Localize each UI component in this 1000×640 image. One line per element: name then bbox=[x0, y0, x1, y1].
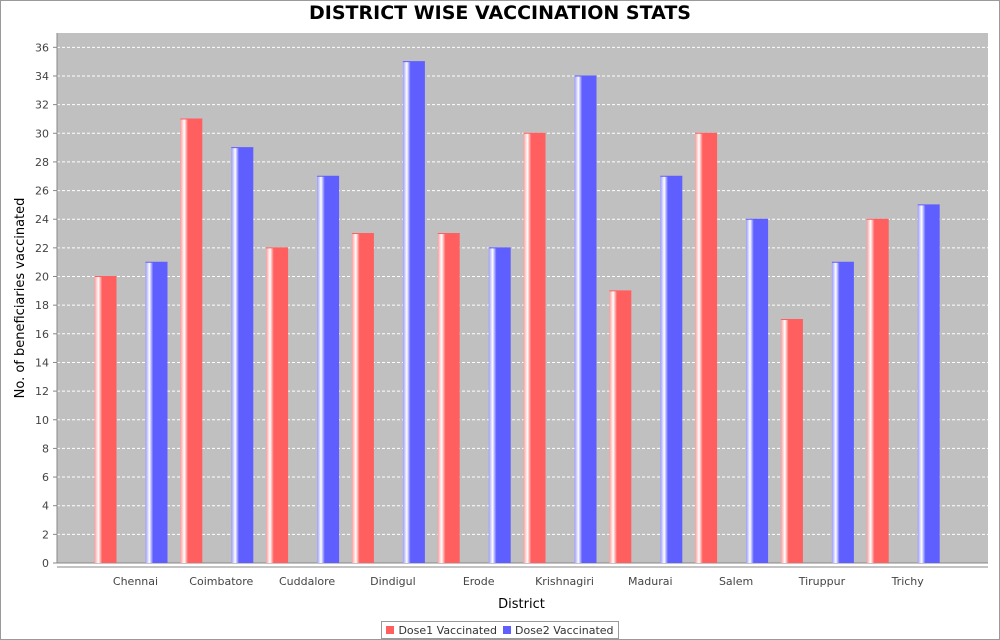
legend-swatch bbox=[386, 626, 395, 634]
y-tick-label: 22 bbox=[35, 242, 49, 255]
bar-dose1 bbox=[780, 319, 803, 563]
y-tick-label: 30 bbox=[35, 127, 49, 140]
bar-dose1 bbox=[866, 219, 889, 563]
legend-box: Dose1 Vaccinated Dose2 Vaccinated bbox=[381, 621, 619, 639]
x-category-label: Cuddalore bbox=[279, 575, 335, 588]
y-tick-label: 16 bbox=[35, 328, 49, 341]
x-axis-title: District bbox=[498, 597, 545, 612]
y-tick-label: 0 bbox=[42, 557, 49, 570]
bar-dose2 bbox=[574, 75, 597, 564]
legend: Dose1 Vaccinated Dose2 Vaccinated bbox=[0, 621, 1000, 639]
bar-dose1 bbox=[351, 233, 374, 564]
bar-dose1 bbox=[523, 133, 546, 563]
y-tick-label: 14 bbox=[35, 356, 49, 369]
legend-item-dose2: Dose2 Vaccinated bbox=[503, 624, 614, 637]
y-tick-label: 18 bbox=[35, 299, 49, 312]
bar-dose1 bbox=[94, 276, 117, 563]
bar-dose2 bbox=[402, 61, 425, 563]
y-axis-title: No. of beneficiaries vaccinated bbox=[13, 198, 28, 399]
y-tick-label: 32 bbox=[35, 99, 49, 112]
legend-swatch bbox=[503, 626, 511, 634]
x-category-label: Dindigul bbox=[370, 575, 416, 588]
y-tick-label: 24 bbox=[35, 213, 49, 226]
chart-title: DISTRICT WISE VACCINATION STATS bbox=[309, 2, 691, 24]
y-tick-label: 26 bbox=[35, 185, 49, 198]
y-tick-label: 28 bbox=[35, 156, 49, 169]
y-tick-label: 12 bbox=[35, 385, 49, 398]
bar-dose2 bbox=[145, 262, 168, 563]
bar-dose2 bbox=[231, 147, 254, 563]
bar-dose2 bbox=[746, 219, 769, 563]
x-category-label: Tiruppur bbox=[798, 575, 846, 588]
bar-dose2 bbox=[488, 247, 511, 563]
bar-dose1 bbox=[266, 247, 289, 563]
bar-dose2 bbox=[317, 176, 340, 564]
legend-item-dose1: Dose1 Vaccinated bbox=[386, 624, 497, 637]
bar-dose1 bbox=[609, 290, 632, 563]
bar-dose1 bbox=[180, 118, 203, 563]
x-category-label: Coimbatore bbox=[189, 575, 253, 588]
y-tick-label: 6 bbox=[42, 471, 49, 484]
x-category-label: Krishnagiri bbox=[535, 575, 594, 588]
legend-label: Dose1 Vaccinated bbox=[398, 623, 497, 637]
bar-dose2 bbox=[917, 204, 940, 563]
x-category-label: Salem bbox=[719, 575, 753, 588]
y-tick-label: 34 bbox=[35, 70, 49, 83]
x-category-label: Chennai bbox=[113, 575, 158, 588]
y-tick-label: 20 bbox=[35, 271, 49, 284]
bar-dose1 bbox=[695, 133, 718, 563]
y-tick-label: 2 bbox=[42, 528, 49, 541]
chart-canvas: 024681012141618202224262830323436Chennai… bbox=[13, 33, 988, 612]
x-category-label: Madurai bbox=[628, 575, 673, 588]
bar-dose1 bbox=[437, 233, 460, 564]
y-tick-label: 36 bbox=[35, 41, 49, 54]
legend-label: Dose2 Vaccinated bbox=[515, 623, 614, 637]
y-tick-label: 4 bbox=[42, 500, 49, 513]
x-category-label: Trichy bbox=[891, 575, 925, 588]
bar-dose2 bbox=[831, 262, 854, 563]
y-tick-label: 10 bbox=[35, 414, 49, 427]
y-tick-label: 8 bbox=[42, 442, 49, 455]
bar-dose2 bbox=[660, 176, 683, 564]
x-category-label: Erode bbox=[463, 575, 495, 588]
